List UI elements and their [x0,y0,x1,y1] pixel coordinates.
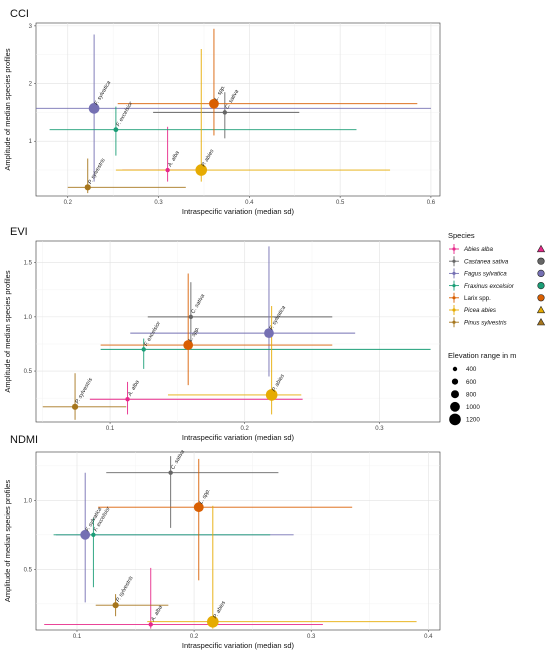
panel-title: CCI [10,8,29,20]
y-tick-label: 1 [29,139,33,145]
legend-size-dot [449,413,461,426]
legend: Species Abies alba Castanea sativa Fagus sy… [448,231,546,426]
data-point [71,403,79,410]
legend-key [449,292,459,303]
y-tick-label: 1.0 [24,315,33,321]
legend-key [449,268,459,279]
legend-species-label: Fraxinus excelsior [464,283,515,290]
legend-species-label: Abies alba [463,246,493,253]
data-point [222,110,228,115]
data-point [264,328,274,339]
legend-key-dot [452,308,456,312]
legend-key [449,317,459,328]
legend-size-dot [451,390,459,399]
legend-species-label: Larix spp. [464,295,491,302]
legend-size-label: 1200 [466,417,480,424]
data-point [265,389,278,401]
data-point [168,470,173,475]
legend-key-dot [452,259,456,263]
data-point [165,167,170,173]
x-tick-label: 0.3 [307,634,316,640]
x-tick-label: 0.2 [64,200,73,206]
panel-evi: EVI 0.1 0.2 0.3 0.5 1.0 1.5 Intraspecific varia… [3,226,441,442]
legend-shape-circle [537,282,545,290]
legend-key [449,280,459,291]
legend-shape-triangle [536,317,546,326]
y-axis-title: Amplitude of median species profiles [3,480,12,602]
legend-shape-circle [537,294,545,302]
x-axis-title: Intraspecific variation (median sd) [182,433,295,442]
x-tick-label: 0.6 [427,200,436,206]
data-point [125,397,130,402]
legend-shape-circle [537,269,545,278]
legend-size-label: 1000 [466,404,480,411]
data-point [193,502,204,513]
legend-species-label: Castanea sativa [464,258,509,265]
plot-frame [35,451,441,631]
data-point [207,615,219,628]
legend-key-dot [452,296,456,300]
legend-size-dot [450,401,460,412]
legend-size-label: 800 [466,391,477,398]
data-point [183,340,194,350]
data-point [88,102,100,114]
legend-size-dot [452,366,458,372]
data-point [148,622,153,627]
legend-key-dot [452,271,456,275]
data-point [141,347,146,352]
x-axis-title: Intraspecific variation (median sd) [182,641,295,650]
legend-key [449,305,459,315]
data-point [91,532,96,537]
x-tick-label: 0.2 [190,634,199,640]
panels: CCI 0.2 0.3 0.4 0.5 0.6 1 2 3 Intraspecific varia… [3,8,441,650]
y-tick-label: 1.0 [24,498,33,504]
data-point [84,184,91,191]
legend-size-dot [451,378,459,385]
panel-ndmi: NDMI 0.1 0.2 0.3 0.4 0.5 1.0 Intraspecific vari… [3,434,441,650]
y-axis-title: Amplitude of median species profiles [3,48,12,170]
legend-shape-triangle [536,244,546,253]
x-axis-title: Intraspecific variation (median sd) [182,207,295,216]
legend-key-dot [452,247,456,251]
x-tick-label: 0.3 [154,200,163,206]
legend-shape-circle [537,257,545,265]
plot-frame [35,240,441,423]
y-tick-label: 3 [29,24,33,30]
x-tick-label: 0.5 [336,200,345,206]
x-tick-label: 0.1 [106,426,115,432]
y-tick-label: 0.5 [24,567,33,573]
y-tick-label: 2 [29,82,33,88]
x-tick-label: 0.2 [241,426,250,432]
legend-shape-triangle [536,305,546,314]
data-point [80,529,91,540]
legend-key [449,256,459,267]
legend-key-dot [452,320,456,324]
panel-title: NDMI [10,434,38,446]
legend-elevation-title: Elevation range in m [448,351,516,360]
data-point [113,127,119,133]
legend-key [449,244,459,254]
data-point [209,98,219,109]
legend-species-label: Fagus sylvatica [464,271,507,278]
legend-species-label: Picea abies [464,307,496,314]
panel-title: EVI [10,226,28,238]
x-tick-label: 0.3 [375,426,384,432]
x-tick-label: 0.4 [424,634,433,640]
legend-key-dot [452,284,456,288]
legend-species-title: Species [448,231,475,240]
y-tick-label: 0.5 [24,369,33,375]
plot-frame [35,22,441,197]
data-point [195,164,208,176]
data-point [112,602,119,609]
data-point [188,314,194,320]
x-tick-label: 0.4 [245,200,254,206]
legend-size-label: 600 [466,379,477,386]
legend-species-label: Pinus sylvestris [464,319,507,326]
y-axis-title: Amplitude of median species profiles [3,270,12,392]
panel-cci: CCI 0.2 0.3 0.4 0.5 0.6 1 2 3 Intraspecific varia… [3,8,441,216]
y-tick-label: 1.5 [24,261,33,267]
legend-size-label: 400 [466,366,477,373]
x-tick-label: 0.1 [73,634,82,640]
